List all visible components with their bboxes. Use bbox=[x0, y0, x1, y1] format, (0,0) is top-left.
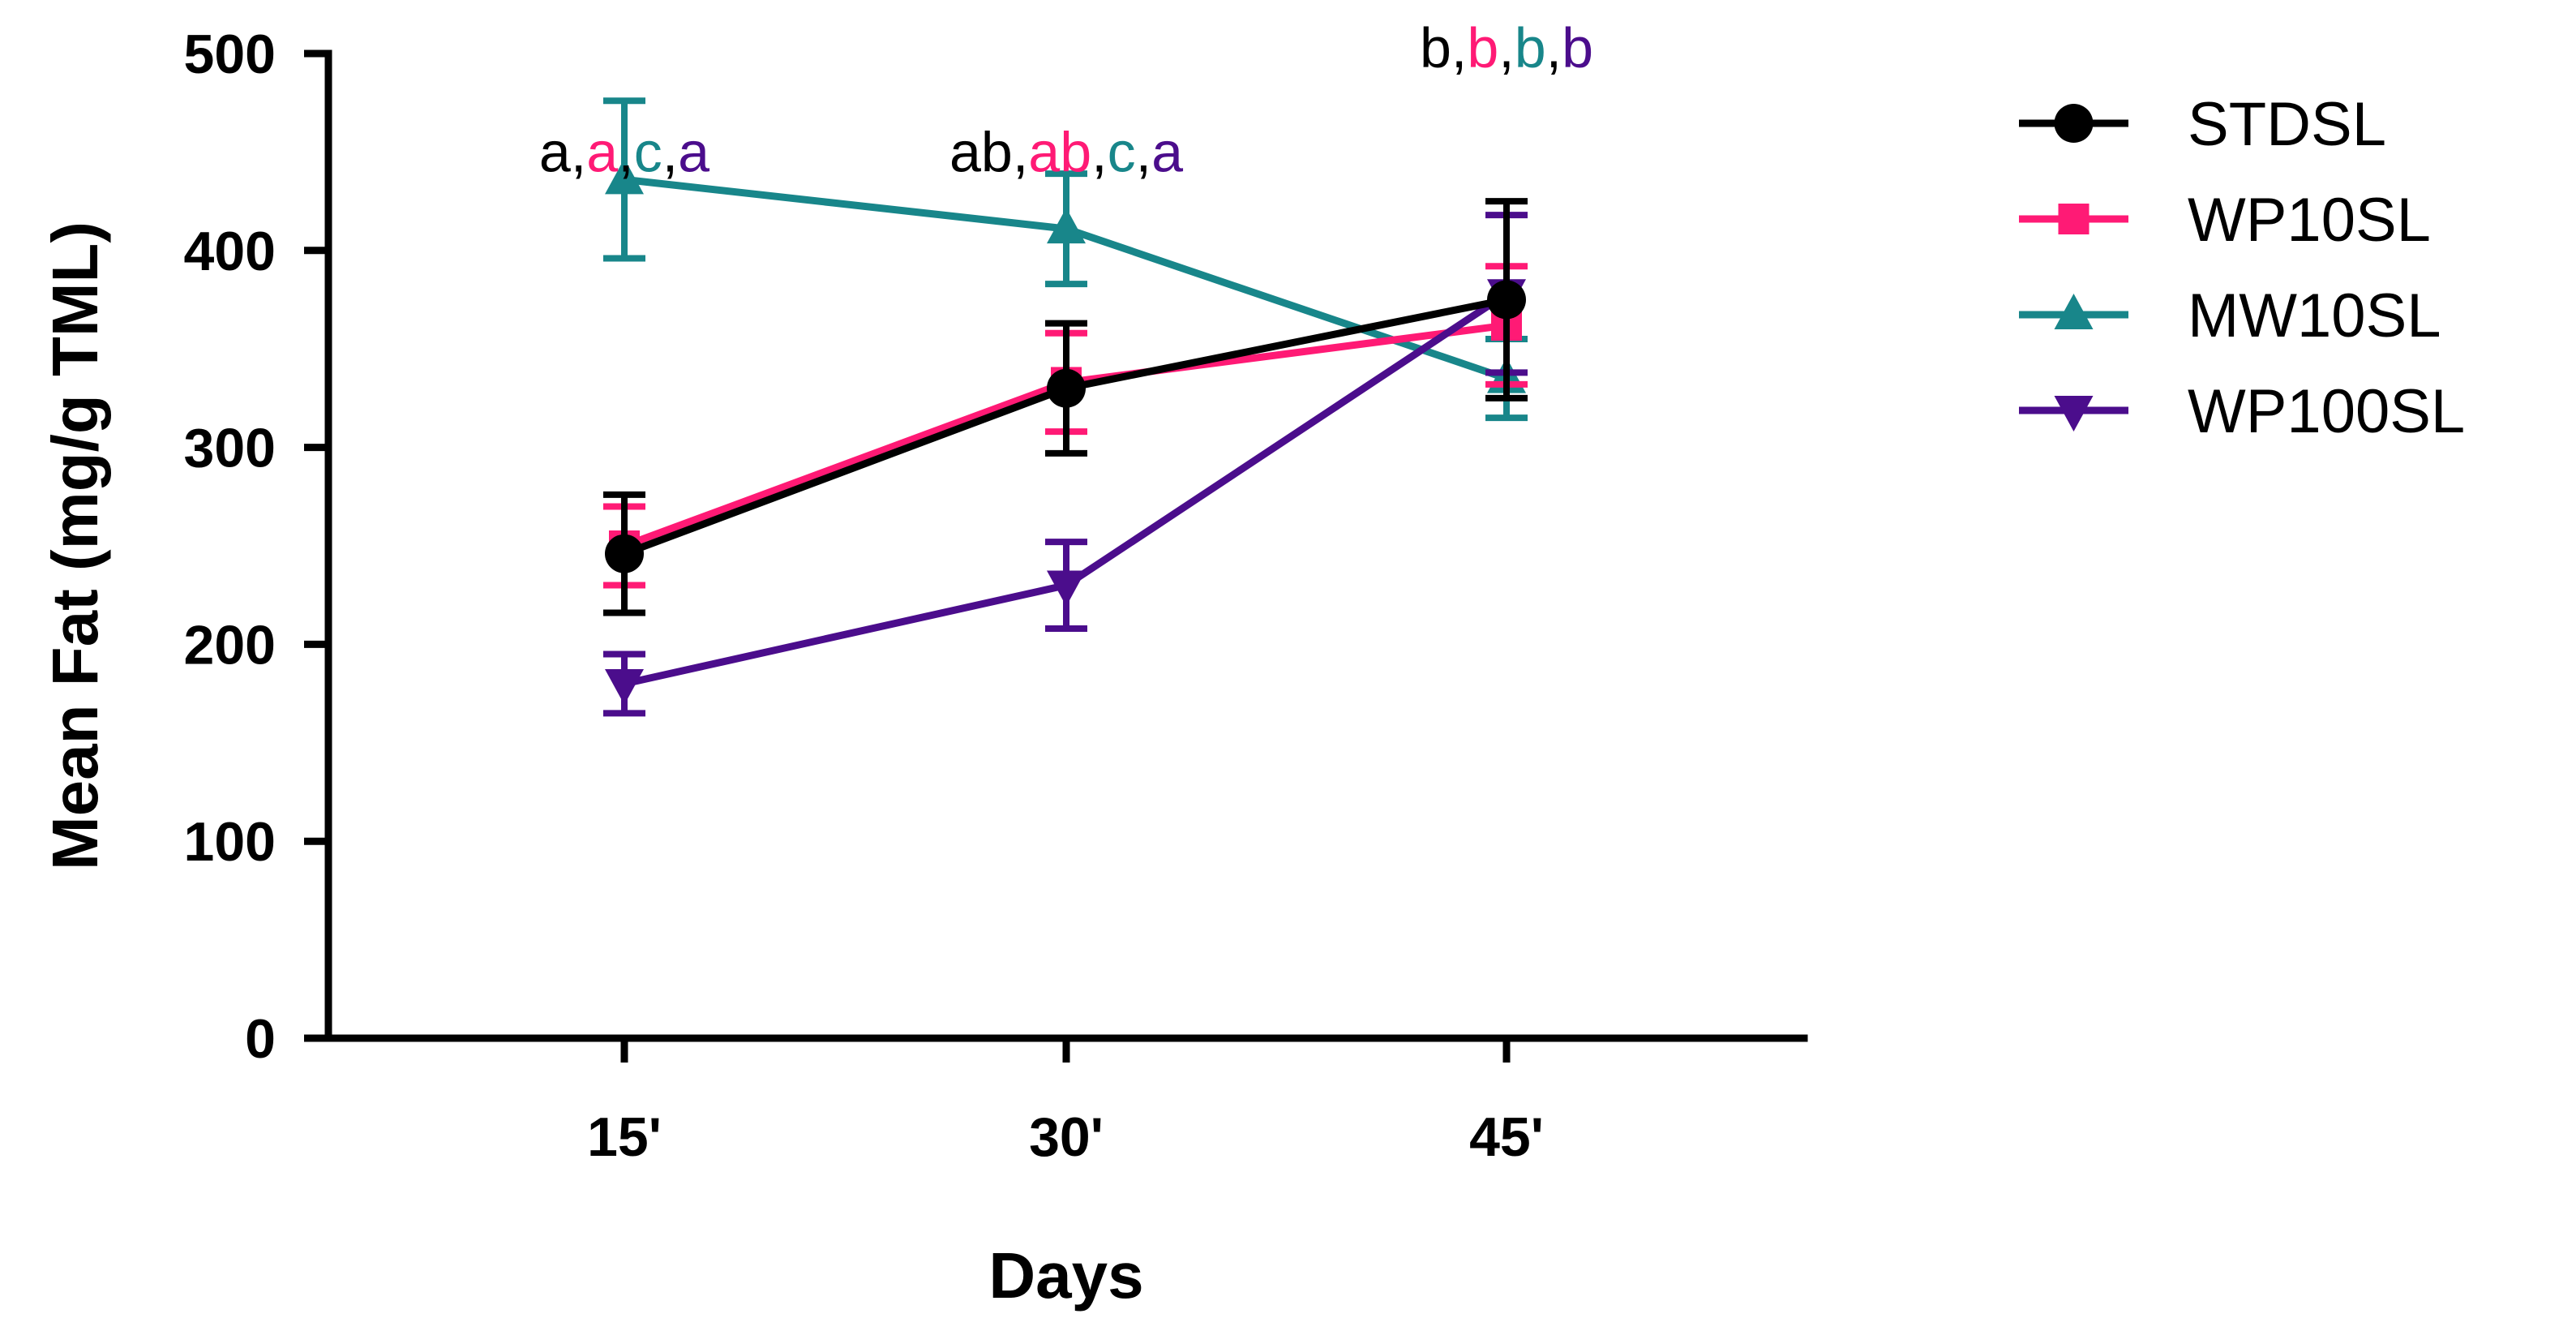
legend-marker bbox=[2054, 396, 2094, 432]
significance-letter: c bbox=[1108, 121, 1136, 184]
significance-letter: b bbox=[1562, 16, 1593, 79]
legend-item-wp100sl: WP100SL bbox=[2019, 377, 2465, 446]
legend-label: MW10SL bbox=[2188, 281, 2441, 350]
significance-letter: b bbox=[1515, 16, 1546, 79]
significance-letter: a bbox=[678, 121, 709, 184]
legend-label: WP100SL bbox=[2188, 377, 2465, 446]
significance-letter: b bbox=[1467, 16, 1498, 79]
data-point bbox=[1487, 280, 1526, 320]
significance-letter: a bbox=[539, 121, 571, 184]
significance-letter: b bbox=[1420, 16, 1451, 79]
legend-label: STDSL bbox=[2188, 90, 2386, 159]
significance-letter: , bbox=[1013, 121, 1028, 184]
axes: 0 100 200 300 400 500 15' 30' 45' Days Mean Fat… bbox=[39, 24, 1808, 1312]
data-point bbox=[605, 668, 644, 705]
significance-letter: , bbox=[1136, 121, 1151, 184]
significance-letter: c bbox=[634, 121, 662, 184]
significance-label: a,a,c,a bbox=[539, 121, 709, 184]
significance-letter: , bbox=[1498, 16, 1514, 79]
significance-label: ab,ab,c,a bbox=[949, 121, 1183, 184]
data-point bbox=[1047, 368, 1086, 408]
y-ticks: 0 100 200 300 400 500 bbox=[184, 24, 328, 1070]
x-tick-label: 15' bbox=[587, 1106, 662, 1168]
y-tick-label: 500 bbox=[184, 24, 276, 85]
legend-item-wp10sl: WP10SL bbox=[2019, 186, 2431, 255]
significance-letter: a bbox=[1151, 121, 1183, 184]
x-ticks: 15' 30' 45' bbox=[587, 1038, 1544, 1168]
x-tick-label: 45' bbox=[1469, 1106, 1544, 1168]
series-layer bbox=[603, 97, 1528, 717]
legend-marker bbox=[2054, 104, 2094, 143]
y-tick-label: 200 bbox=[184, 614, 276, 676]
significance-letter: , bbox=[1091, 121, 1107, 184]
legend-marker bbox=[2058, 204, 2090, 234]
x-tick-label: 30' bbox=[1029, 1106, 1104, 1168]
legend-marker bbox=[2054, 294, 2094, 329]
annotation-layer: a,a,c,a ab,ab,c,ab,b,b,b bbox=[539, 16, 1593, 184]
significance-letter: , bbox=[1451, 16, 1467, 79]
significance-letter: , bbox=[662, 121, 678, 184]
significance-letter: , bbox=[571, 121, 586, 184]
series-wp100sl bbox=[603, 212, 1528, 717]
significance-letter: ab bbox=[949, 121, 1013, 184]
significance-letter: , bbox=[618, 121, 633, 184]
series-stdsl bbox=[603, 198, 1528, 616]
data-point bbox=[605, 534, 644, 573]
legend-label: WP10SL bbox=[2188, 186, 2431, 255]
y-tick-label: 300 bbox=[184, 418, 276, 479]
significance-letter: , bbox=[1546, 16, 1562, 79]
data-point bbox=[1047, 570, 1086, 607]
significance-letter: a bbox=[586, 121, 618, 184]
legend: STDSL WP10SL MW10SL WP100SL bbox=[2019, 90, 2465, 446]
y-tick-label: 0 bbox=[245, 1008, 276, 1070]
x-axis-title: Days bbox=[988, 1239, 1143, 1312]
legend-item-mw10sl: MW10SL bbox=[2019, 281, 2441, 350]
significance-letter: ab bbox=[1028, 121, 1091, 184]
y-tick-label: 400 bbox=[184, 221, 276, 282]
y-tick-label: 100 bbox=[184, 811, 276, 873]
legend-item-stdsl: STDSL bbox=[2019, 90, 2386, 159]
y-axis-title: Mean Fat (mg/g TML) bbox=[39, 221, 111, 870]
data-point bbox=[1047, 208, 1086, 244]
significance-label: b,b,b,b bbox=[1420, 16, 1593, 79]
data-point bbox=[605, 158, 644, 195]
